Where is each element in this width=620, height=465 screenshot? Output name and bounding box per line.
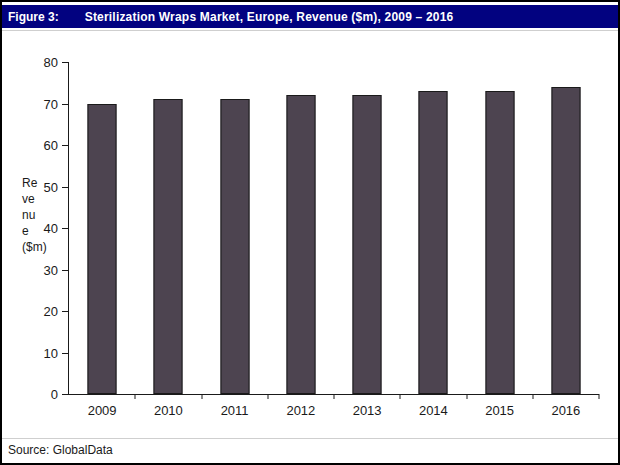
bar-2013 [353,95,382,394]
footer-divider [2,438,618,439]
x-tick-mark [400,394,401,399]
y-tick-mark [62,270,68,271]
y-tick-label: 60 [44,138,58,153]
bar-2011 [220,99,249,394]
figure-label: Figure 3: [8,10,59,24]
x-tick-label: 2011 [221,403,249,418]
figure-title: Sterilization Wraps Market, Europe, Reve… [85,10,454,24]
y-tick-label: 20 [44,304,58,319]
x-tick-label: 2014 [419,403,448,418]
y-tick-label: 50 [44,179,58,194]
x-tick-label: 2013 [353,403,382,418]
x-tick-label: 2010 [154,403,183,418]
y-tick-label: 70 [44,96,58,111]
y-tick-label: 0 [51,387,58,402]
x-tick-mark [466,394,467,399]
y-tick-mark [62,187,68,188]
y-tick-mark [62,311,68,312]
bar-2009 [88,104,117,395]
y-tick-label: 30 [44,262,58,277]
y-tick-mark [62,228,68,229]
y-tick-label: 10 [44,345,58,360]
y-tick-label: 80 [44,55,58,70]
x-tick-mark [135,394,136,399]
x-tick-label: 2016 [551,403,580,418]
source-label: Source: GlobalData [8,443,113,457]
x-tick-mark [334,394,335,399]
y-tick-label: 40 [44,221,58,236]
bar-2015 [485,91,514,394]
figure-frame: Figure 3: Sterilization Wraps Market, Eu… [0,0,620,465]
bar-2012 [286,95,315,394]
bar-2016 [551,87,580,394]
y-tick-mark [62,145,68,146]
x-tick-mark [267,394,268,399]
y-tick-mark [62,394,68,395]
x-tick-label: 2009 [88,403,117,418]
x-tick-mark [532,394,533,399]
x-tick-label: 2012 [286,403,315,418]
y-axis-title: Revenue ($m) [22,175,40,255]
y-tick-mark [62,104,68,105]
bar-2010 [154,99,183,394]
figure-header-bar: Figure 3: Sterilization Wraps Market, Eu… [2,5,618,28]
x-tick-mark [599,394,600,399]
y-tick-mark [62,353,68,354]
bar-2014 [419,91,448,394]
x-tick-label: 2015 [485,403,514,418]
header-divider [2,30,618,31]
x-tick-mark [201,394,202,399]
plot-area: 0102030405060708020092010201120122013201… [68,62,599,395]
y-tick-mark [62,62,68,63]
